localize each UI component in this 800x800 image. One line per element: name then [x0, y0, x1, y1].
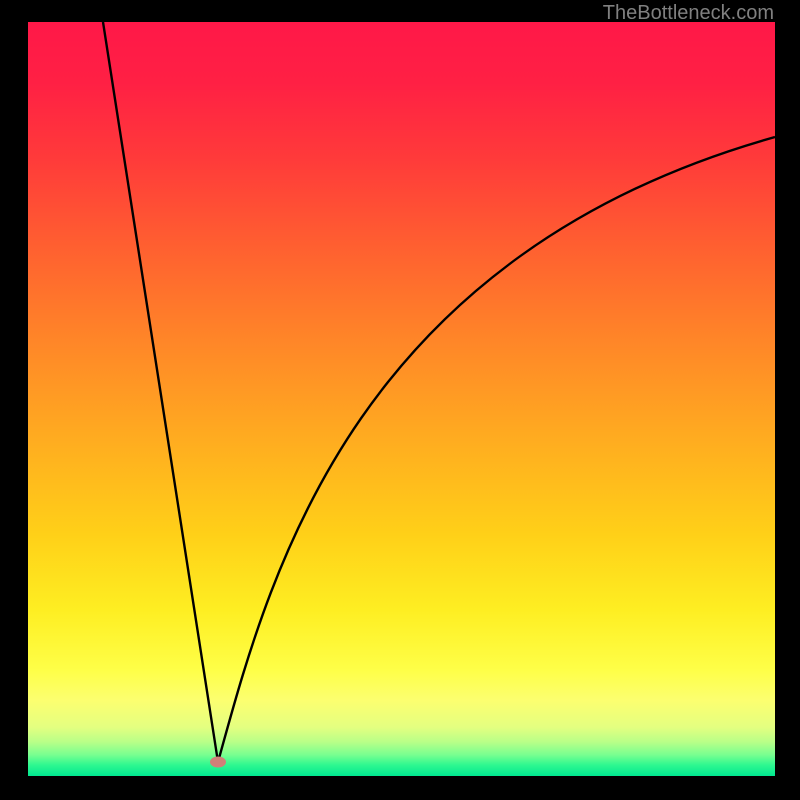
watermark-text: TheBottleneck.com — [603, 2, 774, 25]
minimum-marker — [210, 757, 226, 768]
plot-area — [28, 22, 775, 776]
chart-container: TheBottleneck.com — [0, 0, 800, 800]
gradient-background — [28, 22, 775, 776]
plot-svg — [28, 22, 775, 776]
